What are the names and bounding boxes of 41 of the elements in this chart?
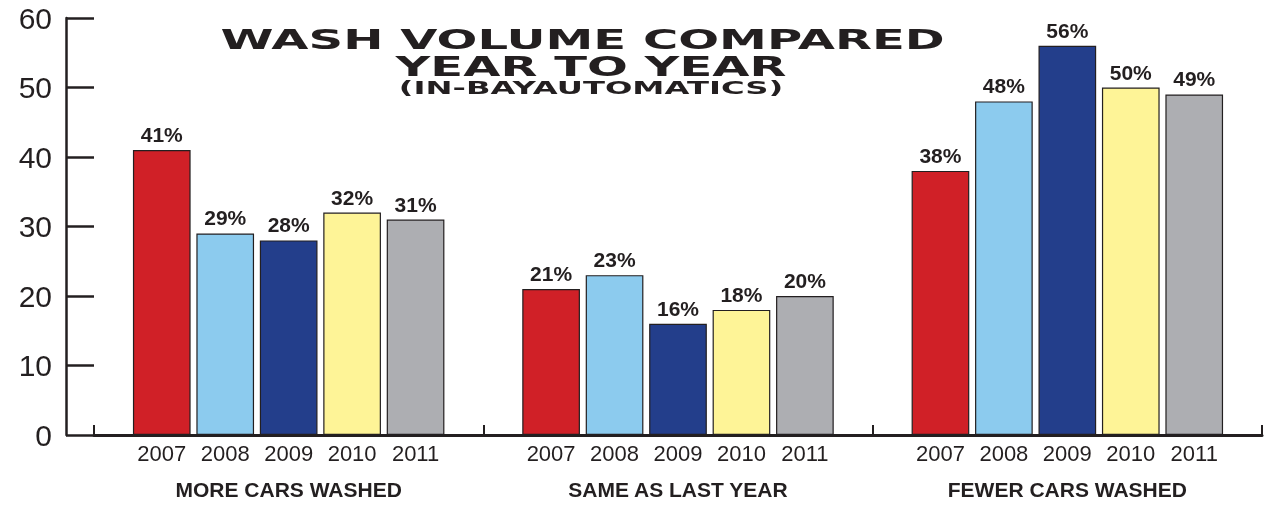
x-tick-label: FEWER CARS WASHED [947, 478, 1187, 501]
series-label: 2007 [137, 440, 187, 466]
data-label: 23% [593, 248, 636, 272]
data-label: 38% [919, 143, 962, 167]
data-label: 31% [394, 192, 437, 216]
data-label: 49% [1173, 67, 1216, 91]
y-tick-label: 30 [18, 210, 52, 243]
y-tick-label: 0 [35, 418, 52, 452]
y-tick-label: 20 [18, 279, 52, 313]
text: (IN-BAYAUTOMATICS) [398, 78, 784, 99]
y-tick-label: 40 [18, 140, 52, 174]
text: 2010 [716, 440, 766, 466]
text: 2007 [915, 440, 965, 466]
series-label: 2011 [391, 440, 440, 466]
text: 2010 [1106, 440, 1156, 466]
text: 2009 [1042, 440, 1092, 466]
data-label: 28% [267, 213, 311, 237]
data-label: 32% [331, 185, 374, 209]
data-label: 18% [720, 282, 763, 306]
series-label: 2009 [264, 440, 314, 466]
x-tick-label: SAME AS LAST YEAR [568, 478, 788, 501]
series-label: 2010 [327, 440, 377, 466]
series-label: 2008 [200, 440, 250, 466]
y-tick-label: 60 [18, 1, 52, 35]
text: 2011 [1170, 440, 1218, 466]
data-label: 21% [530, 262, 573, 286]
data-label: 29% [204, 206, 247, 230]
data-label: 56% [1046, 18, 1089, 42]
data-label: 20% [783, 269, 827, 292]
text: 2011 [781, 440, 829, 466]
text: 2009 [653, 440, 703, 466]
x-tick-label: MORE CARS WASHED [175, 478, 402, 501]
text: 2008 [590, 440, 640, 466]
y-tick-label: 10 [18, 349, 52, 382]
y-tick-label: 50 [18, 71, 52, 104]
text: 2007 [526, 440, 576, 466]
data-label: 41% [140, 123, 184, 147]
data-label: 16% [656, 296, 700, 320]
data-label: 50% [1109, 60, 1153, 84]
data-label: 48% [982, 74, 1026, 98]
text: 2008 [979, 440, 1029, 466]
